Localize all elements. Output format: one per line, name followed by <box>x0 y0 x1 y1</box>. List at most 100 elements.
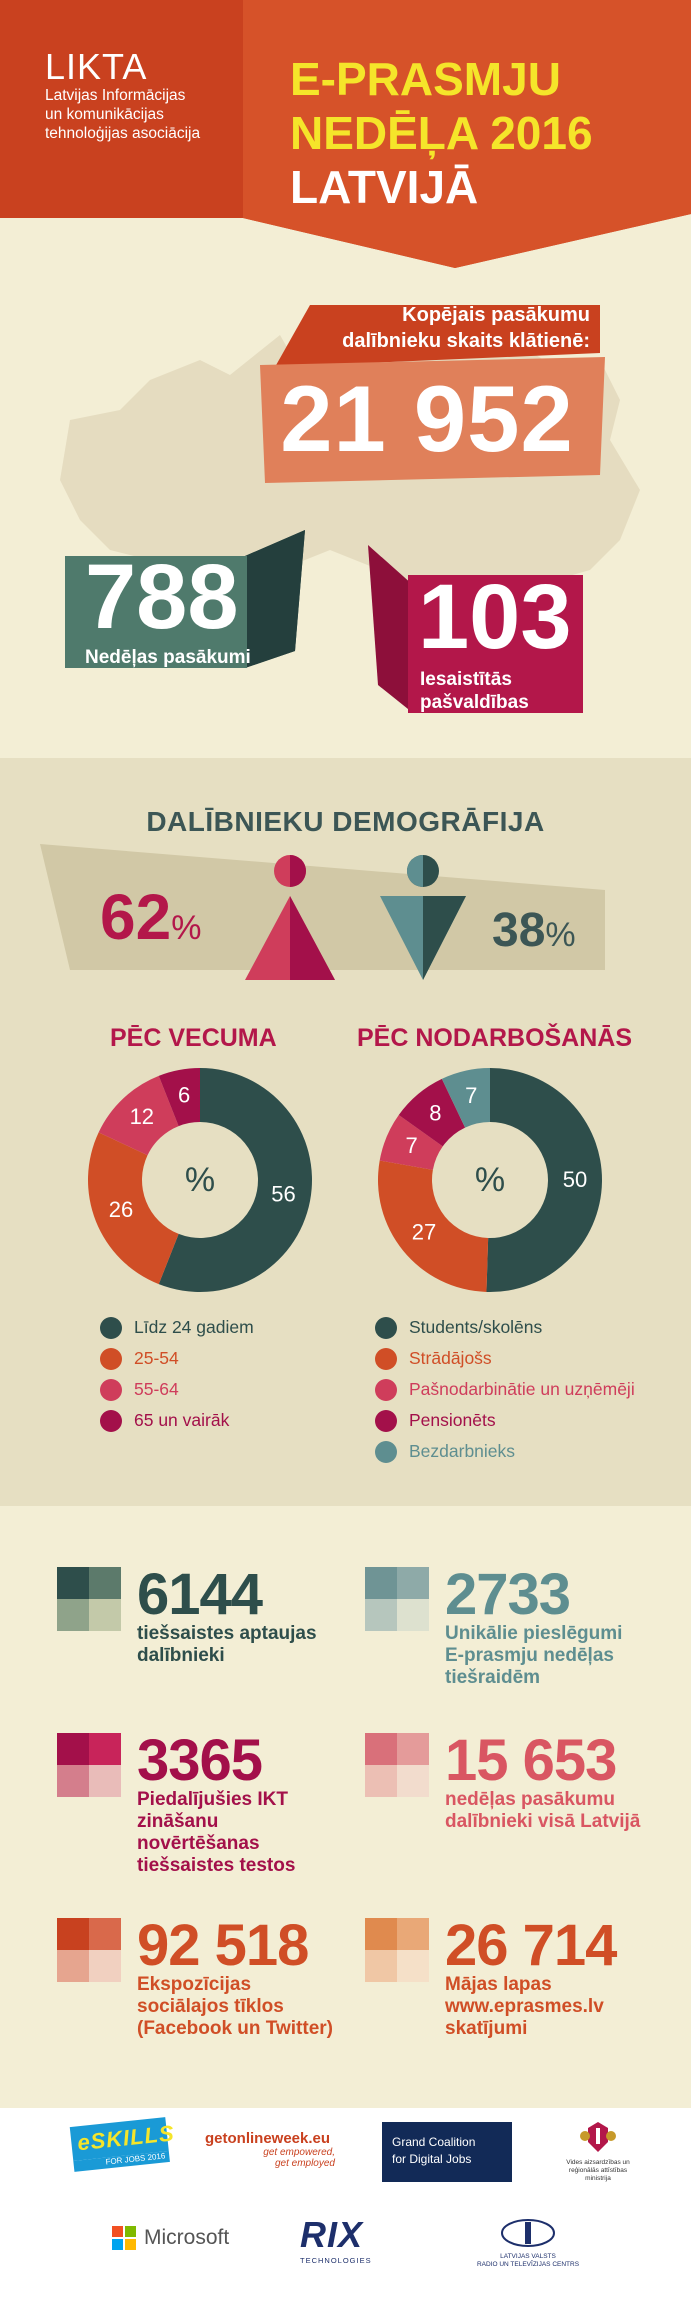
occupation-legend-swatch <box>375 1440 397 1463</box>
stat-label: Ekspozīcijas sociālajos tīklos (Facebook… <box>137 1974 333 2039</box>
occupation-legend-swatch <box>375 1409 397 1432</box>
occupation-donut-chart: 50 27 787% <box>378 1068 602 1292</box>
stat-value: 6144 <box>137 1562 263 1627</box>
occupation-slice-label-3: 8 <box>429 1101 441 1126</box>
female-percent: 62% <box>100 881 202 953</box>
age-slice-label-2: 12 <box>130 1104 154 1129</box>
occupation-slice-4 <box>441 1068 490 1128</box>
municipalities-value: 103 <box>418 566 572 668</box>
age-legend-label: 55-64 <box>134 1379 179 1399</box>
stat-squares-icon <box>57 1733 121 1797</box>
age-legend-swatch <box>100 1378 122 1401</box>
getonlineweek-logo: getonlineweek.eu get empowered, get empl… <box>205 2130 335 2169</box>
stat-block: 15 653 nedēļas pasākumu dalībnieki visā L… <box>365 1728 691 1933</box>
age-legend-swatch <box>100 1316 122 1339</box>
rix-logo: RIX TECHNOLOGIES <box>300 2214 372 2265</box>
age-legend-item: 55-64 <box>100 1374 254 1405</box>
occupation-donut-center <box>436 1126 544 1234</box>
page-title: E-PRASMJU NEDĒĻA 2016 LATVIJĀ <box>290 53 593 213</box>
events-label: Nedēļas pasākumi <box>85 647 251 668</box>
participants-label: Kopējais pasākumu dalībnieku skaits klāt… <box>342 304 590 352</box>
age-slice-1 <box>88 1132 179 1285</box>
stat-block: 6144 tiešsaistes aptaujas dalībnieki <box>57 1562 387 1767</box>
occupation-slice-label-2: 7 <box>405 1133 417 1158</box>
stat-value: 92 518 <box>137 1913 309 1978</box>
stat-block: 3365 Piedalījušies IKT zināšanu novērtēša… <box>57 1728 387 1933</box>
age-slice-label-0: 56 <box>271 1182 295 1207</box>
occupation-legend-item: Pašnodarbinātie un uzņēmēji <box>375 1374 635 1405</box>
stat-value: 2733 <box>445 1562 571 1627</box>
gender-band <box>40 844 605 980</box>
stat-squares-icon <box>365 1567 429 1631</box>
microsoft-icon <box>112 2226 136 2250</box>
occupation-legend: Students/skolēns Strādājošs Pašnodarbināti… <box>375 1312 635 1467</box>
occupation-title: PĒC NODARBOŠANĀS <box>357 1024 633 1052</box>
lvrtc-icon <box>501 2219 555 2247</box>
grand-coalition-logo: Grand Coalition for Digital Jobs <box>382 2122 512 2182</box>
stat-label: tiešsaistes aptaujas dalībnieki <box>137 1623 317 1666</box>
header-banner <box>0 0 691 268</box>
events-value: 788 <box>85 546 239 648</box>
age-slice-label-1: 26 <box>109 1197 133 1222</box>
occupation-legend-swatch <box>375 1347 397 1370</box>
stat-value: 3365 <box>137 1728 263 1793</box>
occupation-slice-2 <box>379 1115 443 1170</box>
stat-squares-icon <box>365 1733 429 1797</box>
municipalities-card <box>368 545 583 713</box>
age-legend-item: 25-54 <box>100 1343 254 1374</box>
age-slice-label-3: 6 <box>178 1082 190 1107</box>
stat-label: Piedalījušies IKT zināšanu novērtēšanas … <box>137 1789 296 1876</box>
lvrtc-logo: LATVIJAS VALSTS RADIO UN TELEVĪZIJAS CENT… <box>458 2218 598 2269</box>
age-legend-swatch <box>100 1409 122 1432</box>
occupation-legend-label: Bezdarbnieks <box>409 1441 516 1461</box>
male-percent: 38% <box>492 904 576 957</box>
occupation-legend-item: Pensionēts <box>375 1405 635 1436</box>
occupation-legend-item: Bezdarbnieks <box>375 1436 635 1467</box>
occupation-legend-item: Students/skolēns <box>375 1312 635 1343</box>
age-legend-item: 65 un vairāk <box>100 1405 254 1436</box>
occupation-legend-label: Pašnodarbinātie un uzņēmēji <box>409 1379 635 1399</box>
stat-label: Mājas lapas www.eprasmes.lv skatījumi <box>445 1974 604 2039</box>
coat-of-arms-icon <box>580 2122 616 2152</box>
municipalities-label: Iesaistītās pašvaldības <box>420 669 529 713</box>
stat-label: Unikālie pieslēgumi E-prasmju nedēļas ti… <box>445 1623 623 1688</box>
age-legend-label: Līdz 24 gadiem <box>134 1317 254 1337</box>
org-full-name: Latvijas Informācijas un komunikācijas t… <box>45 87 201 142</box>
stat-squares-icon <box>57 1567 121 1631</box>
eskills-logo: eSKILLS FOR JOBS 2016 <box>69 2117 176 2175</box>
occupation-legend-item: Strādājošs <box>375 1343 635 1374</box>
stat-squares-icon <box>365 1918 429 1982</box>
participants-value: 21 952 <box>280 366 574 471</box>
occupation-legend-label: Students/skolēns <box>409 1317 543 1337</box>
age-slice-3 <box>158 1068 200 1127</box>
events-card <box>65 530 305 668</box>
stat-value: 26 714 <box>445 1913 617 1978</box>
occupation-slice-label-1: 27 <box>412 1219 436 1244</box>
ministry-logo: Vides aizsardzības un reģionālās attīstīb… <box>548 2120 648 2183</box>
age-legend-label: 65 un vairāk <box>134 1410 230 1430</box>
demographics-title: DALĪBNIEKU DEMOGRĀFIJA <box>146 806 545 837</box>
stat-block: 26 714 Mājas lapas www.eprasmes.lv skatīj… <box>365 1913 691 2118</box>
occupation-legend-label: Pensionēts <box>409 1410 496 1430</box>
stat-block: 92 518 Ekspozīcijas sociālajos tīklos (Fa… <box>57 1913 387 2118</box>
age-legend-label: 25-54 <box>134 1348 179 1368</box>
partner-logos: eSKILLS FOR JOBS 2016 getonlineweek.eu g… <box>0 2108 691 2304</box>
age-donut-chart: 56 26 12 6% <box>88 1068 312 1292</box>
stat-label: nedēļas pasākumu dalībnieki visā Latvijā <box>445 1789 641 1832</box>
age-legend-item: Līdz 24 gadiem <box>100 1312 254 1343</box>
occupation-slice-3 <box>398 1078 466 1147</box>
participants-card <box>260 305 605 483</box>
age-legend-swatch <box>100 1347 122 1370</box>
age-slice-0 <box>158 1068 312 1292</box>
female-icon <box>245 855 335 980</box>
occupation-legend-swatch <box>375 1378 397 1401</box>
age-center-label: % <box>185 1161 215 1199</box>
occupation-legend-swatch <box>375 1316 397 1339</box>
male-icon <box>380 855 466 980</box>
org-name: LIKTA <box>45 46 148 87</box>
age-title: PĒC VECUMA <box>110 1024 277 1052</box>
age-legend: Līdz 24 gadiem 25-54 55-64 65 un vairāk <box>100 1312 254 1436</box>
age-donut-center <box>146 1126 254 1234</box>
stat-value: 15 653 <box>445 1728 617 1793</box>
occupation-slice-label-4: 7 <box>465 1083 477 1108</box>
